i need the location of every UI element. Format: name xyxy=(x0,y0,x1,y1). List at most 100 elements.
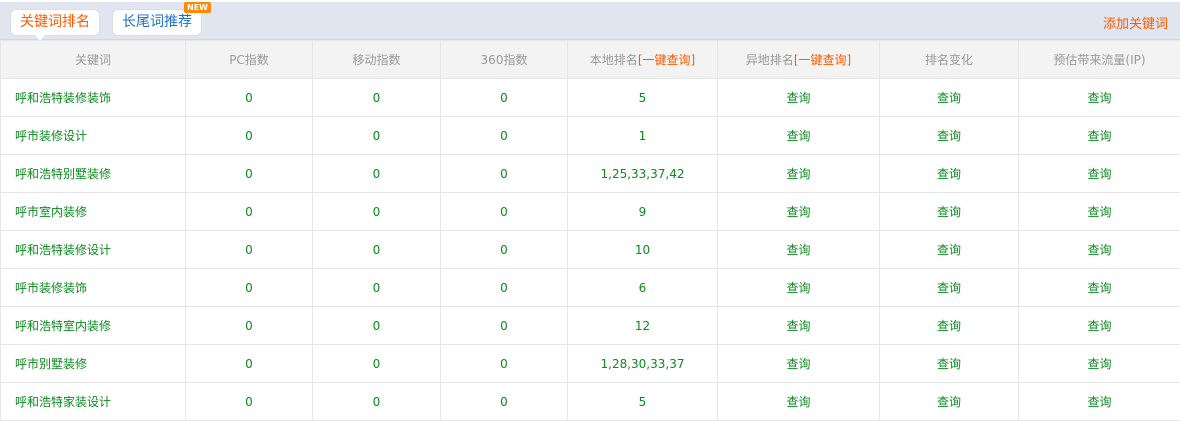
index-360-cell: 0 xyxy=(440,306,568,345)
mobile-index-cell: 0 xyxy=(312,116,441,155)
pc-index-cell: 0 xyxy=(185,78,313,117)
col-pc: PC指数 xyxy=(185,40,313,79)
traffic-query-link[interactable]: 查询 xyxy=(1018,230,1180,269)
tab-keyword-rank[interactable]: 关键词排名 xyxy=(10,9,100,41)
header-row: 关键词 PC指数 移动指数 360指数 本地排名[一键查询] 异地排名[一键查询… xyxy=(0,40,1180,79)
remote-rank-query-link[interactable]: 查询 xyxy=(717,78,880,117)
traffic-query-link[interactable]: 查询 xyxy=(1018,344,1180,383)
index-360-cell: 0 xyxy=(440,116,568,155)
pc-index-cell: 0 xyxy=(185,306,313,345)
col-label: 本地排名 xyxy=(589,53,638,67)
rank-change-query-link[interactable]: 查询 xyxy=(879,382,1019,421)
col-label: 异地排名 xyxy=(745,53,794,67)
index-360-cell: 0 xyxy=(440,78,568,117)
table-row: 呼和浩特家装设计 0 0 0 5 查询 查询 查询 xyxy=(0,382,1180,421)
rank-change-query-link[interactable]: 查询 xyxy=(879,192,1019,231)
pc-index-cell: 0 xyxy=(185,344,313,383)
mobile-index-cell: 0 xyxy=(312,268,441,307)
local-rank-cell: 1,25,33,37,42 xyxy=(567,154,718,193)
rank-change-query-link[interactable]: 查询 xyxy=(879,306,1019,345)
index-360-cell: 0 xyxy=(440,154,568,193)
col-keyword: 关键词 xyxy=(0,40,186,79)
table-row: 呼和浩特室内装修 0 0 0 12 查询 查询 查询 xyxy=(0,306,1180,345)
col-local: 本地排名[一键查询] xyxy=(567,40,718,79)
traffic-query-link[interactable]: 查询 xyxy=(1018,268,1180,307)
remote-rank-query-link[interactable]: 查询 xyxy=(717,268,880,307)
keyword-cell: 呼和浩特别墅装修 xyxy=(0,154,186,193)
rank-change-query-link[interactable]: 查询 xyxy=(879,116,1019,155)
pc-index-cell: 0 xyxy=(185,192,313,231)
add-keyword-link[interactable]: 添加关键词 xyxy=(1102,17,1168,32)
remote-rank-query-link[interactable]: 查询 xyxy=(717,230,880,269)
table-row: 呼和浩特别墅装修 0 0 0 1,25,33,37,42 查询 查询 查询 xyxy=(0,154,1180,193)
table-row: 呼市别墅装修 0 0 0 1,28,30,33,37 查询 查询 查询 xyxy=(0,344,1180,383)
remote-rank-query-link[interactable]: 查询 xyxy=(717,192,880,231)
index-360-cell: 0 xyxy=(440,268,568,307)
table-row: 呼市装修设计 0 0 0 1 查询 查询 查询 xyxy=(0,116,1180,155)
rank-change-query-link[interactable]: 查询 xyxy=(879,230,1019,269)
local-rank-cell: 1 xyxy=(567,116,718,155)
local-rank-cell: 1,28,30,33,37 xyxy=(567,344,718,383)
col-traffic: 预估带来流量(IP) xyxy=(1018,40,1180,79)
keyword-cell: 呼市室内装修 xyxy=(0,192,186,231)
local-query-all-link[interactable]: [一键查询] xyxy=(637,53,696,67)
traffic-query-link[interactable]: 查询 xyxy=(1018,116,1180,155)
local-rank-cell: 5 xyxy=(567,78,718,117)
remote-rank-query-link[interactable]: 查询 xyxy=(717,306,880,345)
table-row: 呼和浩特装修装饰 0 0 0 5 查询 查询 查询 xyxy=(0,78,1180,117)
keyword-cell: 呼市装修设计 xyxy=(0,116,186,155)
index-360-cell: 0 xyxy=(440,344,568,383)
local-rank-cell: 10 xyxy=(567,230,718,269)
traffic-query-link[interactable]: 查询 xyxy=(1018,192,1180,231)
index-360-cell: 0 xyxy=(440,382,568,421)
keyword-table: 关键词 PC指数 移动指数 360指数 本地排名[一键查询] 异地排名[一键查询… xyxy=(0,40,1180,421)
new-badge: NEW xyxy=(184,2,211,13)
mobile-index-cell: 0 xyxy=(312,344,441,383)
keyword-cell: 呼和浩特室内装修 xyxy=(0,306,186,345)
traffic-query-link[interactable]: 查询 xyxy=(1018,78,1180,117)
col-change: 排名变化 xyxy=(879,40,1019,79)
top-bar: 关键词排名 长尾词推荐 NEW 添加关键词 xyxy=(0,0,1180,41)
pc-index-cell: 0 xyxy=(185,268,313,307)
local-rank-cell: 6 xyxy=(567,268,718,307)
mobile-index-cell: 0 xyxy=(312,230,441,269)
mobile-index-cell: 0 xyxy=(312,154,441,193)
pc-index-cell: 0 xyxy=(185,154,313,193)
keyword-cell: 呼和浩特装修装饰 xyxy=(0,78,186,117)
traffic-query-link[interactable]: 查询 xyxy=(1018,306,1180,345)
index-360-cell: 0 xyxy=(440,192,568,231)
table-row: 呼和浩特装修设计 0 0 0 10 查询 查询 查询 xyxy=(0,230,1180,269)
mobile-index-cell: 0 xyxy=(312,192,441,231)
keyword-cell: 呼市装修装饰 xyxy=(0,268,186,307)
keyword-cell: 呼市别墅装修 xyxy=(0,344,186,383)
local-rank-cell: 12 xyxy=(567,306,718,345)
rank-change-query-link[interactable]: 查询 xyxy=(879,268,1019,307)
rank-change-query-link[interactable]: 查询 xyxy=(879,78,1019,117)
col-remote: 异地排名[一键查询] xyxy=(717,40,880,79)
pc-index-cell: 0 xyxy=(185,116,313,155)
keyword-cell: 呼和浩特家装设计 xyxy=(0,382,186,421)
col-360: 360指数 xyxy=(440,40,568,79)
remote-rank-query-link[interactable]: 查询 xyxy=(717,154,880,193)
pc-index-cell: 0 xyxy=(185,382,313,421)
mobile-index-cell: 0 xyxy=(312,78,441,117)
index-360-cell: 0 xyxy=(440,230,568,269)
remote-rank-query-link[interactable]: 查询 xyxy=(717,116,880,155)
rank-change-query-link[interactable]: 查询 xyxy=(879,344,1019,383)
tab-label: 长尾词推荐 xyxy=(122,14,192,30)
local-rank-cell: 9 xyxy=(567,192,718,231)
table-row: 呼市装修装饰 0 0 0 6 查询 查询 查询 xyxy=(0,268,1180,307)
remote-query-all-link[interactable]: [一键查询] xyxy=(793,53,852,67)
table-row: 呼市室内装修 0 0 0 9 查询 查询 查询 xyxy=(0,192,1180,231)
keyword-cell: 呼和浩特装修设计 xyxy=(0,230,186,269)
tab-longtail-recommend[interactable]: 长尾词推荐 NEW xyxy=(112,2,211,36)
remote-rank-query-link[interactable]: 查询 xyxy=(717,344,880,383)
mobile-index-cell: 0 xyxy=(312,382,441,421)
mobile-index-cell: 0 xyxy=(312,306,441,345)
traffic-query-link[interactable]: 查询 xyxy=(1018,382,1180,421)
local-rank-cell: 5 xyxy=(567,382,718,421)
traffic-query-link[interactable]: 查询 xyxy=(1018,154,1180,193)
remote-rank-query-link[interactable]: 查询 xyxy=(717,382,880,421)
pc-index-cell: 0 xyxy=(185,230,313,269)
rank-change-query-link[interactable]: 查询 xyxy=(879,154,1019,193)
